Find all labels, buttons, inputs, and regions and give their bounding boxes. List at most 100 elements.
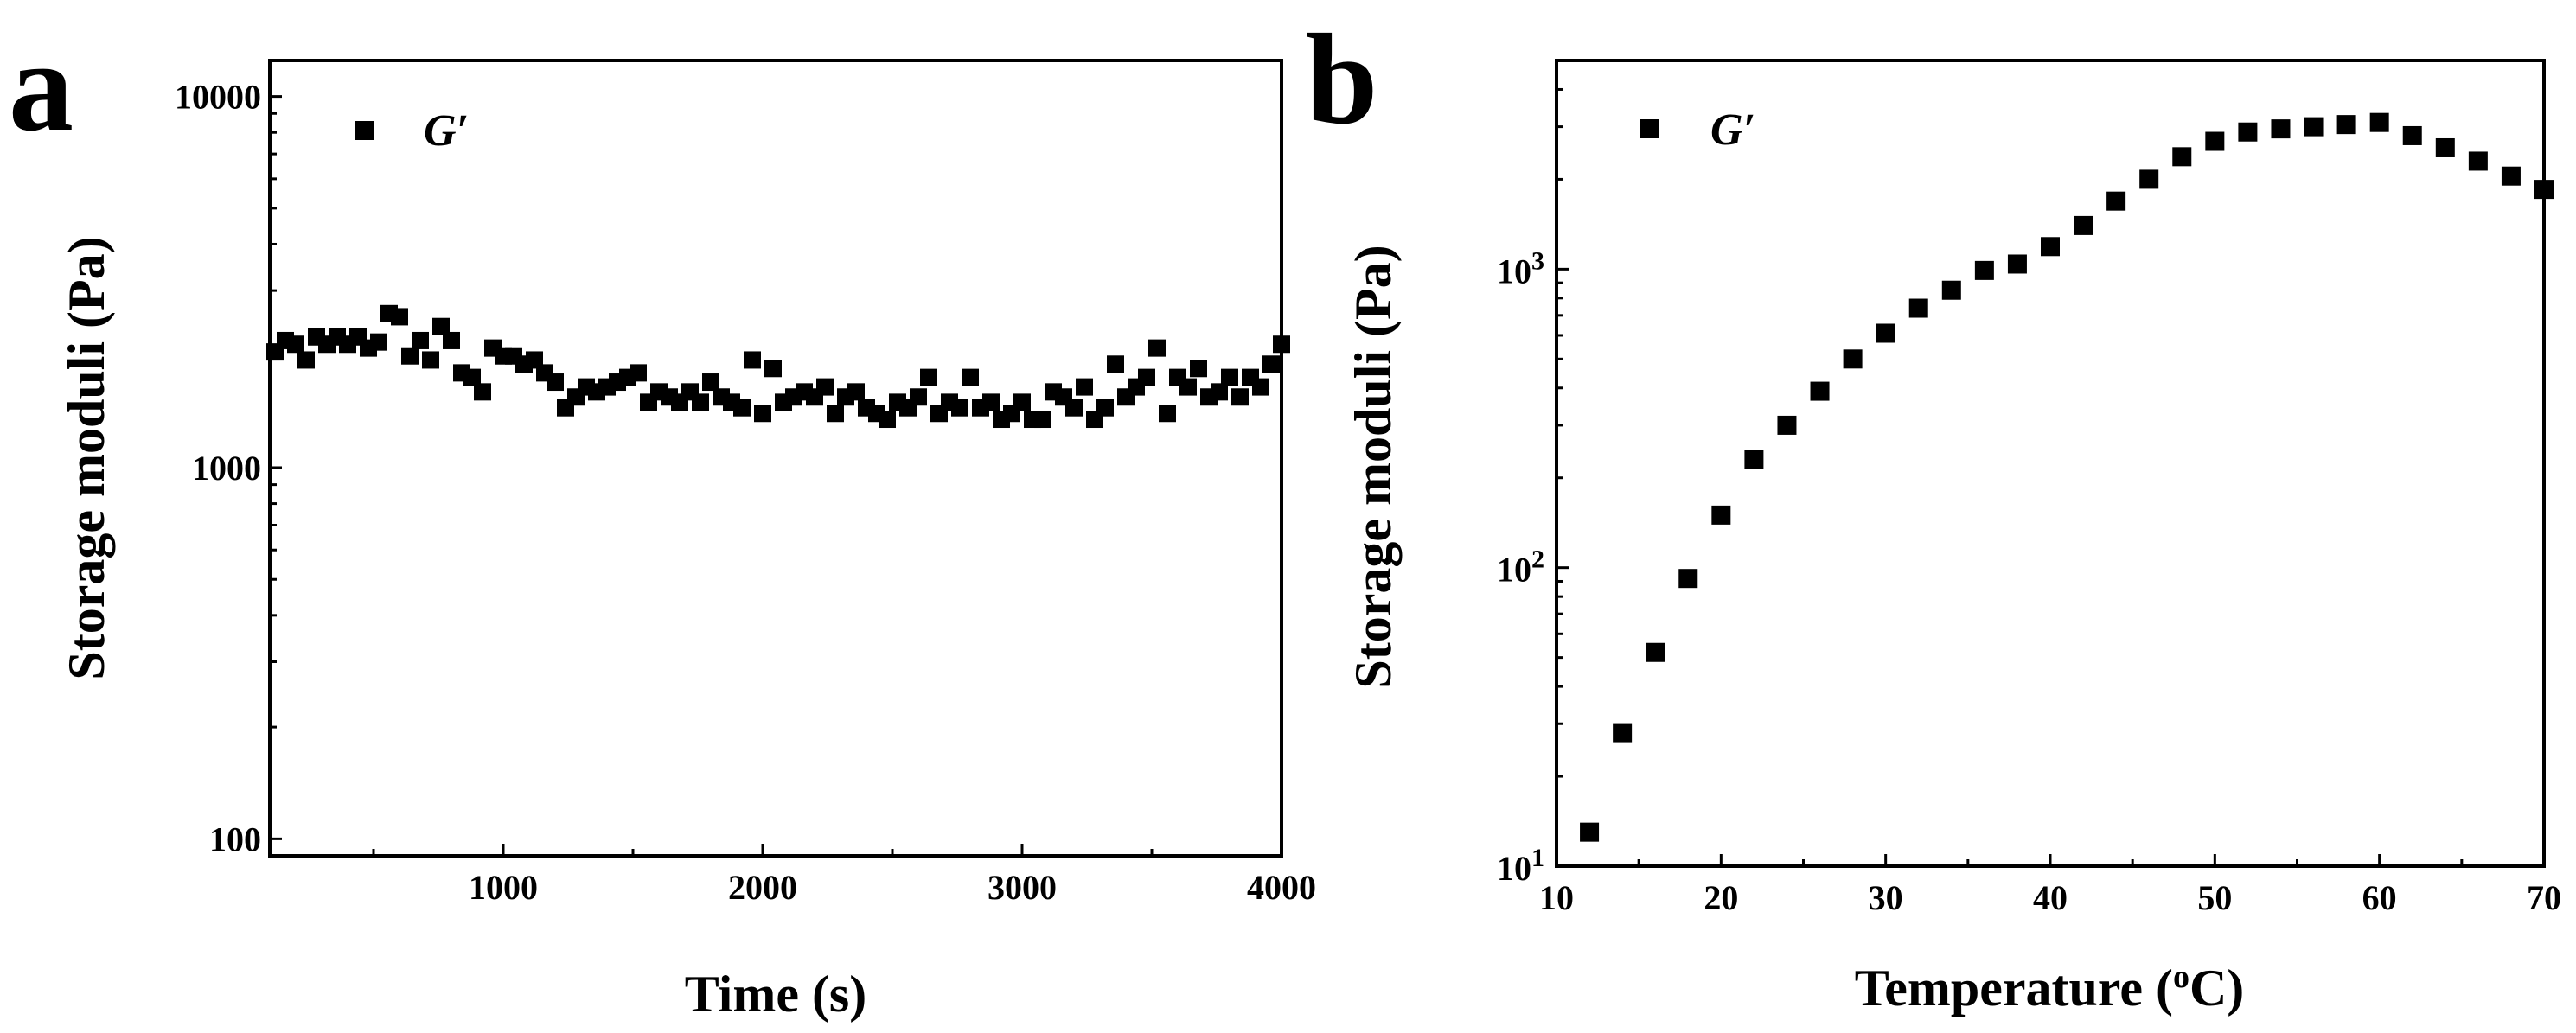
data-point-b [2139, 169, 2159, 189]
data-point-a [702, 373, 719, 392]
data-point-b [2435, 137, 2455, 157]
data-point-a [391, 308, 408, 326]
data-point-a [1159, 405, 1176, 423]
data-point-b [1876, 323, 1895, 343]
y-tick-label-b: 101 [1497, 844, 1544, 889]
x-axis-label-a: Time (s) [685, 966, 867, 1023]
data-point-b [2172, 147, 2192, 167]
data-point-a [1148, 339, 1166, 357]
data-point-b [2205, 131, 2225, 151]
legend-label-a: G′ [424, 106, 469, 156]
panel-letter-b: b [1306, 8, 1377, 151]
data-point-b [2106, 191, 2126, 211]
tick-labels-b: 10 20 30 40 50 60 70 101 102 103 [1497, 246, 2561, 917]
legend-b: G′ [1640, 105, 1755, 155]
data-point-a [370, 333, 387, 351]
data-point-a [692, 393, 709, 411]
legend-label-b: G′ [1710, 105, 1755, 155]
data-point-b [1580, 822, 1600, 842]
y-axis-label-a: Storage moduli (Pa) [58, 236, 115, 679]
data-point-a [474, 383, 491, 401]
tick-labels-a: 1000 2000 3000 4000 100 1000 10000 [175, 78, 1316, 907]
data-point-a [297, 351, 315, 369]
data-point-a [847, 383, 865, 401]
data-point-b [1646, 642, 1665, 662]
x-tick-label-b: 10 [1539, 878, 1574, 917]
data-point-b [2534, 180, 2554, 200]
data-point-a [463, 368, 481, 386]
x-tick-label-b: 20 [1703, 878, 1738, 917]
data-point-a [754, 405, 771, 423]
y-tick-label-a: 10000 [175, 78, 261, 117]
y-tick-label-a: 100 [209, 819, 261, 858]
x-tick-label-b: 40 [2033, 878, 2068, 917]
axis-ticks-a [270, 95, 1283, 858]
data-point-b [1974, 260, 1994, 280]
data-point-a [1096, 399, 1114, 417]
data-point-a [1107, 355, 1124, 373]
data-point-a [879, 411, 896, 429]
data-point-b [2271, 119, 2291, 139]
data-point-a [630, 364, 647, 382]
data-point-b [1941, 280, 1961, 300]
x-axis-label-b-degree: o [2173, 959, 2189, 995]
legend-marker-b [1640, 119, 1659, 138]
data-point-b [2304, 117, 2324, 137]
chart-panel-b: 10 20 30 40 50 60 70 101 102 103 G′ Temperature (… [1345, 59, 2561, 1017]
data-point-a [962, 368, 979, 386]
x-tick-label-b: 60 [2362, 878, 2397, 917]
panel-letter-a: a [9, 15, 74, 158]
data-points-b [1580, 112, 2554, 842]
data-point-b [2074, 215, 2093, 235]
data-point-a [1221, 368, 1238, 386]
axis-ticks-b [1555, 59, 2546, 868]
data-points-a [266, 304, 1290, 429]
data-point-b [1711, 505, 1731, 525]
data-point-a [1231, 388, 1249, 406]
data-point-a [1034, 411, 1051, 429]
data-point-a [1273, 335, 1290, 354]
data-point-a [764, 360, 782, 378]
plot-frame-b [1555, 59, 2546, 868]
legend-a: G′ [355, 106, 469, 156]
x-tick-label-b: 70 [2527, 878, 2561, 917]
data-point-a [744, 351, 761, 369]
data-point-a [920, 368, 937, 386]
data-point-a [1262, 355, 1280, 373]
y-tick-label-b: 102 [1497, 545, 1544, 590]
data-point-a [287, 335, 304, 354]
data-point-a [816, 378, 834, 396]
data-point-b [2007, 254, 2027, 274]
chart-panel-a: 1000 2000 3000 4000 100 1000 10000 G′ Time (s)… [58, 59, 1316, 1023]
y-axis-label-b: Storage moduli (Pa) [1345, 245, 1402, 688]
data-point-a [1065, 399, 1083, 417]
data-point-a [1252, 378, 1269, 396]
data-point-a [982, 393, 1000, 411]
y-tick-label-b: 103 [1497, 246, 1544, 291]
data-point-a [733, 399, 751, 417]
x-axis-label-b-text: Temperature ( [1855, 960, 2173, 1017]
data-point-b [2468, 151, 2488, 171]
data-point-b [2238, 122, 2258, 142]
data-point-a [412, 331, 429, 349]
data-point-b [2336, 115, 2356, 135]
data-point-b [1613, 723, 1633, 743]
data-point-a [1190, 360, 1207, 378]
data-point-b [1908, 298, 1928, 318]
data-point-a [422, 351, 439, 369]
x-tick-label-b: 50 [2197, 878, 2232, 917]
x-tick-label-a: 4000 [1247, 868, 1316, 907]
data-point-b [2369, 112, 2389, 132]
data-point-b [2501, 166, 2521, 186]
data-point-b [1843, 349, 1863, 369]
data-point-a [827, 405, 844, 423]
y-tick-label-a: 1000 [192, 449, 261, 488]
data-point-b [1777, 415, 1797, 435]
data-point-b [1744, 450, 1764, 469]
data-point-a [1013, 393, 1031, 411]
data-point-a [401, 347, 419, 365]
x-tick-label-a: 2000 [728, 868, 797, 907]
data-point-b [1678, 569, 1698, 589]
plot-frame-a [268, 59, 1283, 858]
